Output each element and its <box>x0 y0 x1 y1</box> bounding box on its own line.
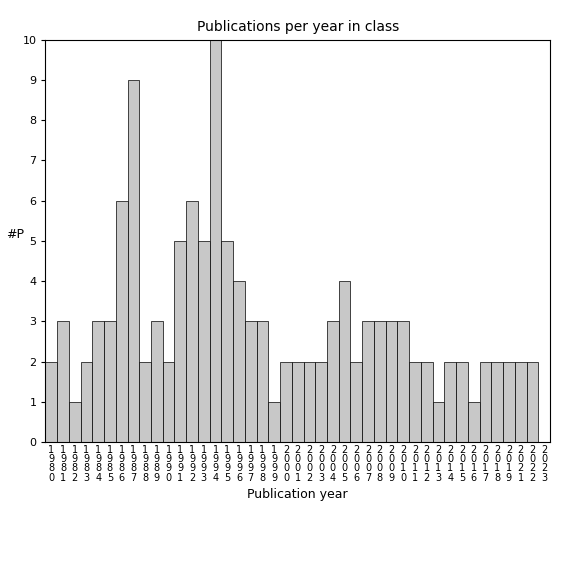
Bar <box>397 321 409 442</box>
Bar <box>433 402 445 442</box>
Bar <box>492 362 503 442</box>
Bar <box>233 281 245 442</box>
Bar <box>456 362 468 442</box>
Bar <box>186 201 198 442</box>
Bar <box>139 362 151 442</box>
Bar <box>151 321 163 442</box>
Bar <box>257 321 268 442</box>
Bar <box>503 362 515 442</box>
Bar <box>280 362 292 442</box>
Bar <box>338 281 350 442</box>
Bar <box>104 321 116 442</box>
Bar <box>128 80 139 442</box>
Bar <box>386 321 397 442</box>
Bar <box>350 362 362 442</box>
Bar <box>175 241 186 442</box>
Bar <box>421 362 433 442</box>
Bar <box>69 402 81 442</box>
Bar <box>315 362 327 442</box>
Y-axis label: #P: #P <box>6 228 24 241</box>
Bar <box>445 362 456 442</box>
Bar <box>327 321 338 442</box>
Bar <box>468 402 480 442</box>
Bar <box>292 362 303 442</box>
Bar <box>210 40 221 442</box>
Title: Publications per year in class: Publications per year in class <box>197 20 399 35</box>
Bar <box>116 201 128 442</box>
Bar <box>268 402 280 442</box>
Bar <box>221 241 233 442</box>
Bar <box>527 362 538 442</box>
Bar <box>362 321 374 442</box>
Bar <box>303 362 315 442</box>
X-axis label: Publication year: Publication year <box>247 488 348 501</box>
Bar <box>480 362 492 442</box>
Bar <box>198 241 210 442</box>
Bar <box>409 362 421 442</box>
Bar <box>45 362 57 442</box>
Bar <box>163 362 175 442</box>
Bar <box>245 321 257 442</box>
Bar <box>374 321 386 442</box>
Bar <box>515 362 527 442</box>
Bar <box>81 362 92 442</box>
Bar <box>57 321 69 442</box>
Bar <box>92 321 104 442</box>
